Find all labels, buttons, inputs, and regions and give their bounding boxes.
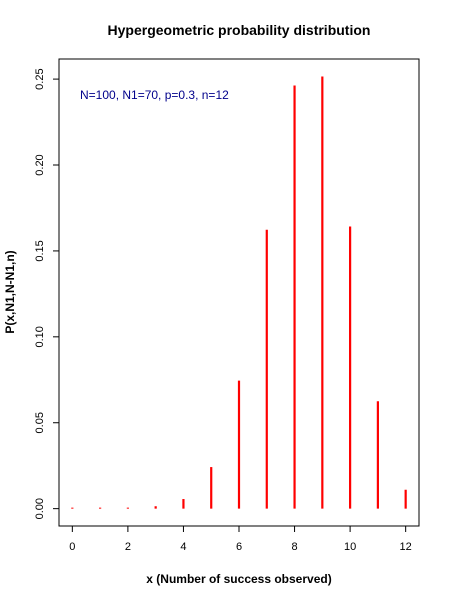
y-tick-label: 0.00 [34,498,46,519]
x-tick-label: 8 [291,541,297,553]
y-axis: 0.00 0.05 0.10 0.15 0.20 0.25 [34,68,60,519]
y-axis-label: P(x,N1,N-N1,n) [3,250,17,333]
chart-title: Hypergeometric probability distribution [108,22,371,38]
y-tick-label: 0.25 [34,68,46,89]
y-tick-label: 0.05 [34,412,46,433]
x-axis: 0 2 4 6 8 10 12 [69,525,412,553]
x-tick-label: 2 [125,541,131,553]
x-tick-label: 12 [400,541,412,553]
x-axis-label: x (Number of success observed) [146,572,331,586]
bar-series [71,76,407,509]
y-tick-label: 0.10 [34,326,46,347]
x-tick-label: 4 [180,541,186,553]
y-tick-label: 0.20 [34,154,46,175]
distribution-parameters-annotation: N=100, N1=70, p=0.3, n=12 [80,88,229,102]
x-tick-label: 10 [344,541,356,553]
x-tick-label: 0 [69,541,75,553]
y-tick-label: 0.15 [34,240,46,261]
x-tick-label: 6 [236,541,242,553]
